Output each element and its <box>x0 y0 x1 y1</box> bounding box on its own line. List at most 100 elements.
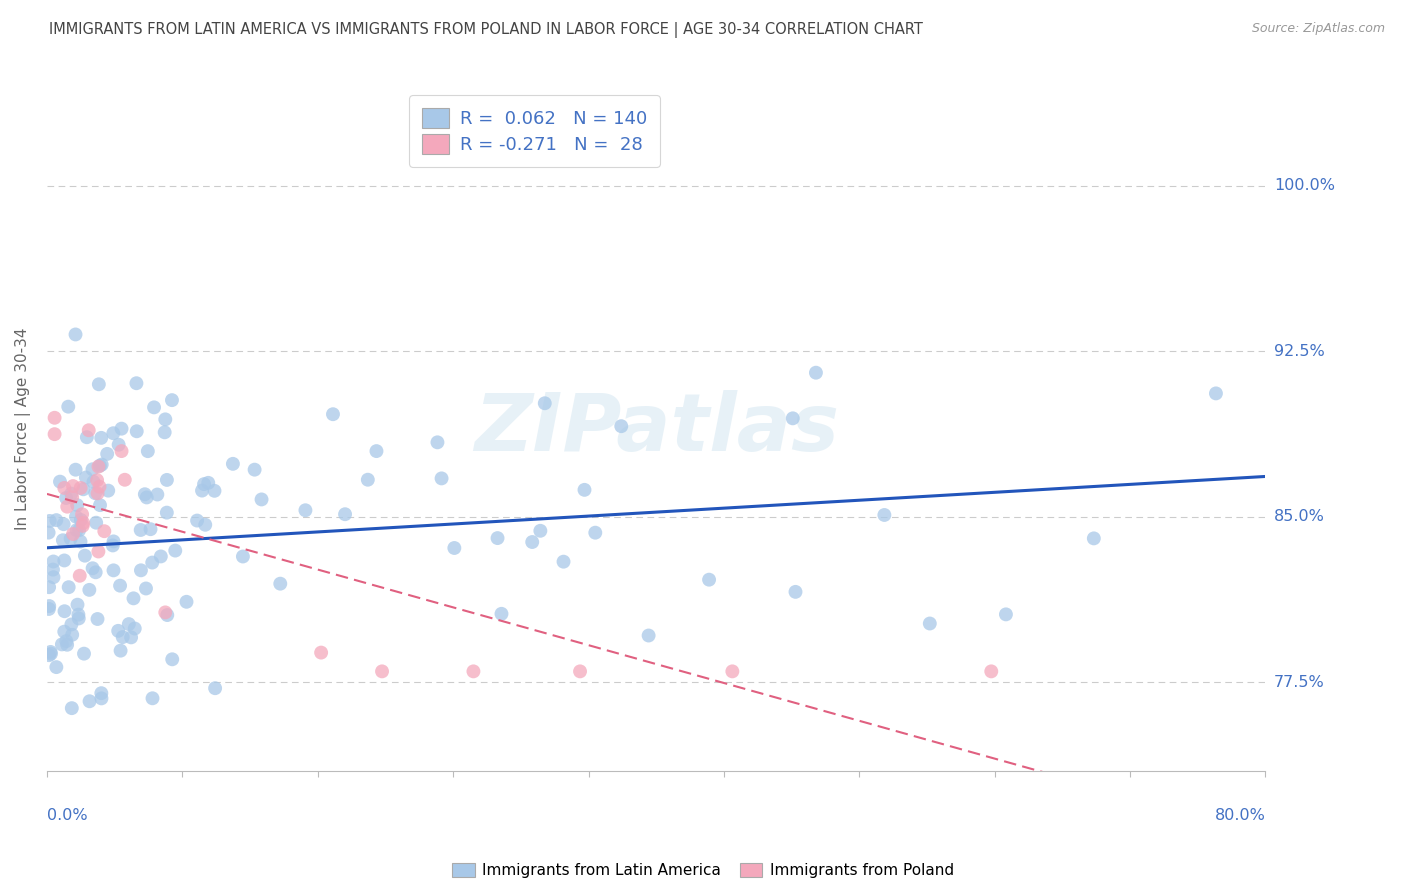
Point <box>309 646 332 660</box>
Point <box>129 523 152 537</box>
Point <box>804 366 827 380</box>
Point <box>110 643 132 657</box>
Point <box>782 411 804 425</box>
Point <box>156 506 179 520</box>
Point <box>59 532 82 546</box>
Text: 92.5%: 92.5% <box>1274 343 1324 359</box>
Point <box>38 602 60 616</box>
Point <box>38 580 60 594</box>
Point <box>89 498 111 512</box>
Point <box>66 498 89 512</box>
Point <box>60 486 83 500</box>
Point <box>53 604 76 618</box>
Point <box>45 660 67 674</box>
Point <box>51 637 73 651</box>
Point <box>194 517 217 532</box>
Point <box>84 486 107 500</box>
Text: 85.0%: 85.0% <box>1274 509 1324 524</box>
Point <box>153 425 176 440</box>
Point <box>82 475 104 489</box>
Point <box>1205 386 1227 401</box>
Point <box>176 595 198 609</box>
Point <box>76 430 98 444</box>
Point <box>160 393 183 408</box>
Point <box>785 585 807 599</box>
Point <box>697 573 720 587</box>
Point <box>38 599 60 613</box>
Point <box>53 553 76 567</box>
Point <box>366 444 388 458</box>
Point <box>90 686 112 700</box>
Point <box>87 459 110 474</box>
Point <box>72 516 94 530</box>
Point <box>197 475 219 490</box>
Point <box>574 483 596 497</box>
Point <box>120 631 142 645</box>
Point <box>87 544 110 558</box>
Point <box>65 509 87 524</box>
Point <box>108 579 131 593</box>
Point <box>79 582 101 597</box>
Point <box>463 665 485 679</box>
Point <box>42 563 65 577</box>
Point <box>39 645 62 659</box>
Point <box>38 514 60 528</box>
Point <box>52 533 75 548</box>
Point <box>55 634 77 648</box>
Point <box>371 665 394 679</box>
Point <box>610 419 633 434</box>
Point <box>79 694 101 708</box>
Point <box>124 622 146 636</box>
Point <box>333 507 356 521</box>
Point <box>69 568 91 582</box>
Point <box>994 607 1017 622</box>
Point <box>186 514 208 528</box>
Point <box>90 458 112 472</box>
Point <box>294 503 316 517</box>
Point <box>66 598 89 612</box>
Legend: Immigrants from Latin America, Immigrants from Poland: Immigrants from Latin America, Immigrant… <box>446 857 960 884</box>
Point <box>60 617 83 632</box>
Point <box>38 648 60 663</box>
Point <box>110 444 132 458</box>
Point <box>65 523 87 537</box>
Point <box>165 543 187 558</box>
Point <box>89 458 111 473</box>
Point <box>67 523 90 537</box>
Point <box>637 628 659 642</box>
Point <box>60 701 83 715</box>
Point <box>430 471 453 485</box>
Point <box>204 483 226 498</box>
Point <box>39 647 62 661</box>
Point <box>873 508 896 522</box>
Point <box>114 473 136 487</box>
Point <box>77 423 100 437</box>
Point <box>191 483 214 498</box>
Point <box>86 486 108 500</box>
Point <box>86 473 108 487</box>
Point <box>134 487 156 501</box>
Legend: R =  0.062   N = 140, R = -0.271   N =  28: R = 0.062 N = 140, R = -0.271 N = 28 <box>409 95 659 167</box>
Point <box>156 608 179 623</box>
Point <box>125 424 148 438</box>
Point <box>69 534 91 549</box>
Point <box>222 457 245 471</box>
Point <box>204 681 226 696</box>
Point <box>72 518 94 533</box>
Point <box>243 463 266 477</box>
Point <box>232 549 254 564</box>
Point <box>1083 532 1105 546</box>
Point <box>56 500 79 514</box>
Point <box>90 431 112 445</box>
Text: 77.5%: 77.5% <box>1274 675 1324 690</box>
Point <box>149 549 172 564</box>
Point <box>129 563 152 577</box>
Text: IMMIGRANTS FROM LATIN AMERICA VS IMMIGRANTS FROM POLAND IN LABOR FORCE | AGE 30-: IMMIGRANTS FROM LATIN AMERICA VS IMMIGRA… <box>49 22 924 38</box>
Point <box>160 652 183 666</box>
Point <box>67 607 90 622</box>
Point <box>491 607 513 621</box>
Point <box>67 611 90 625</box>
Point <box>107 624 129 638</box>
Point <box>44 427 66 442</box>
Point <box>136 444 159 458</box>
